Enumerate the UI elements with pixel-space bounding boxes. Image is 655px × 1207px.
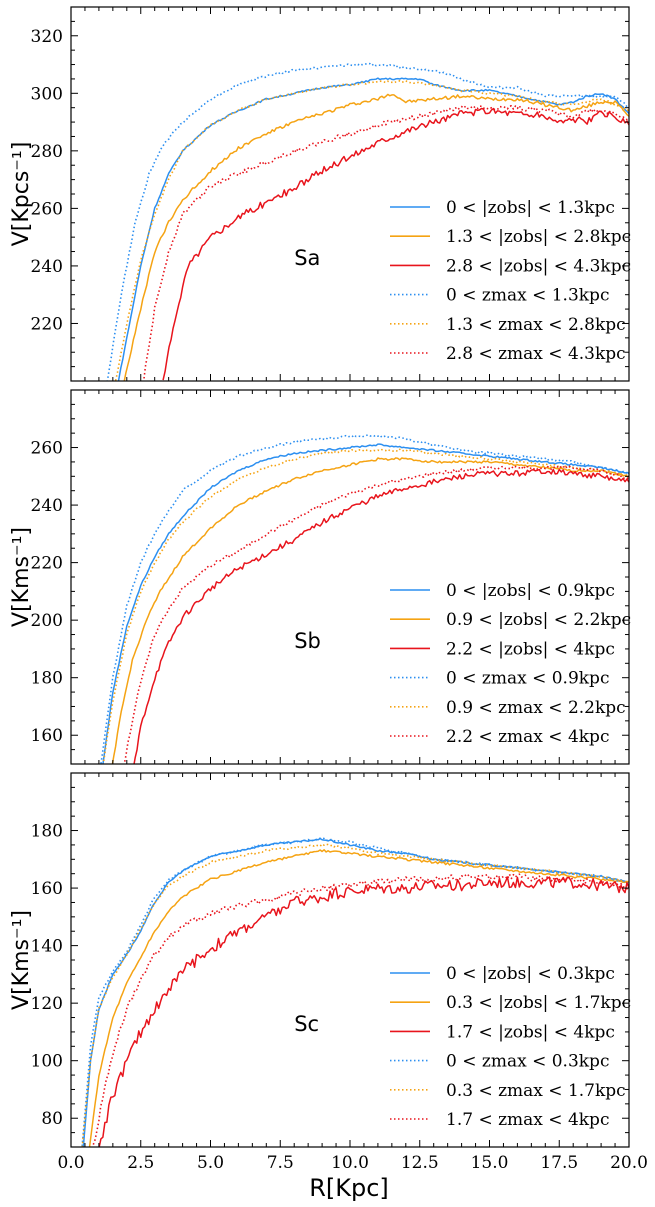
x-axis-label: R[Kpc] xyxy=(309,1174,389,1202)
panel-sb: 160 180 200 220 240 260 V[Kms⁻¹] Sb 0 < |zobs| <… xyxy=(9,389,631,765)
legend-label: 0.3 < |zobs| < 1.7kpc xyxy=(446,993,631,1013)
panels: 220 240 260 280 300 320 V[Kpcs⁻¹] Sa 0 < |zobs| … xyxy=(9,6,648,1173)
y-tick-label: 240 xyxy=(31,496,63,516)
y-tick-label: 120 xyxy=(31,994,63,1014)
y-tick-label: 160 xyxy=(31,879,63,899)
series-line-2 xyxy=(111,457,629,764)
series-line-4 xyxy=(106,62,629,381)
y-tick-label: 240 xyxy=(31,257,63,277)
series-line-6 xyxy=(142,104,629,381)
y-tick-label: 80 xyxy=(41,1109,63,1129)
legend-label: 0 < zmax < 0.3kpc xyxy=(446,1052,609,1072)
series-lines xyxy=(81,837,629,1147)
ticks xyxy=(70,772,630,1148)
x-tick-label: 20.0 xyxy=(610,1153,648,1173)
legend-label: 1.7 < zmax < 4kpc xyxy=(446,1110,609,1130)
series-line-5 xyxy=(81,843,629,1147)
legend-label: 0 < zmax < 0.9kpc xyxy=(446,669,609,689)
y-tick-label: 300 xyxy=(31,84,63,104)
y-tick-label: 160 xyxy=(31,726,63,746)
legend-label: 1.3 < |zobs| < 2.8kpc xyxy=(446,227,631,247)
y-tick-label: 280 xyxy=(31,142,63,162)
y-axis-label: V[Kms⁻¹] xyxy=(9,910,34,1010)
series-line-3 xyxy=(133,468,629,764)
legend-label: 0 < |zobs| < 0.9kpc xyxy=(446,581,615,601)
y-tick-label: 180 xyxy=(31,822,63,842)
series-line-6 xyxy=(123,465,629,764)
y-tick-label: 140 xyxy=(31,937,63,957)
y-axis-label: V[Kpcs⁻¹] xyxy=(9,142,34,247)
ticks xyxy=(70,6,630,382)
y-tick-label: 320 xyxy=(31,27,63,47)
legend: 0 < |zobs| < 0.3kpc 0.3 < |zobs| < 1.7kpc… xyxy=(390,964,631,1130)
y-tick-label: 220 xyxy=(31,314,63,334)
series-line-2 xyxy=(88,849,629,1147)
x-tick-label: 12.5 xyxy=(401,1153,439,1173)
x-tick-label: 2.5 xyxy=(127,1153,154,1173)
series-line-6 xyxy=(92,873,629,1145)
panel-label: Sb xyxy=(294,629,321,653)
legend-label: 1.7 < |zobs| < 4kpc xyxy=(446,1022,615,1042)
legend-label: 2.2 < zmax < 4kpc xyxy=(446,727,609,747)
legend-label: 0 < |zobs| < 1.3kpc xyxy=(446,198,615,218)
series-line-3 xyxy=(98,876,629,1147)
x-tick-label: 15.0 xyxy=(471,1153,509,1173)
series-lines xyxy=(100,434,629,764)
legend-label: 0.3 < zmax < 1.7kpc xyxy=(446,1081,626,1101)
legend-label: 2.8 < zmax < 4.3kpc xyxy=(446,344,626,364)
ticks xyxy=(70,389,630,765)
series-line-5 xyxy=(114,79,629,381)
y-tick-label: 180 xyxy=(31,669,63,689)
y-tick-label: 200 xyxy=(31,611,63,631)
y-tick-label: 100 xyxy=(31,1052,63,1072)
legend: 0 < |zobs| < 0.9kpc 0.9 < |zobs| < 2.2kpc… xyxy=(390,581,631,747)
legend-label: 2.2 < |zobs| < 4kpc xyxy=(446,639,615,659)
panel-sc: 80 100 120 140 160 180 0.0 2.5 5.0 7.5 10.0 12.5 15.… xyxy=(9,772,648,1173)
legend-label: 0 < zmax < 1.3kpc xyxy=(446,286,609,306)
legend-label: 1.3 < zmax < 2.8kpc xyxy=(446,315,626,335)
series-lines xyxy=(106,62,629,381)
panel-label: Sa xyxy=(294,246,320,270)
panel-sa: 220 240 260 280 300 320 V[Kpcs⁻¹] Sa 0 < |zobs| … xyxy=(9,6,631,382)
series-line-1 xyxy=(102,443,629,764)
series-line-1 xyxy=(117,77,629,381)
series-line-4 xyxy=(81,837,629,1147)
x-tick-label: 7.5 xyxy=(267,1153,294,1173)
legend: 0 < |zobs| < 1.3kpc 1.3 < |zobs| < 2.8kpc… xyxy=(390,198,631,364)
legend-label: 0.9 < |zobs| < 2.2kpc xyxy=(446,610,631,630)
legend-label: 0.9 < zmax < 2.2kpc xyxy=(446,698,626,718)
y-tick-label: 220 xyxy=(31,554,63,574)
series-line-3 xyxy=(162,107,629,381)
x-tick-label: 17.5 xyxy=(540,1153,578,1173)
y-axis-label: V[Kms⁻¹] xyxy=(9,527,34,627)
x-tick-label: 0.0 xyxy=(57,1153,84,1173)
series-line-2 xyxy=(123,93,629,381)
x-tick-label: 5.0 xyxy=(197,1153,224,1173)
legend-label: 0 < |zobs| < 0.3kpc xyxy=(446,964,615,984)
x-tick-label: 10.0 xyxy=(331,1153,369,1173)
y-tick-label: 260 xyxy=(31,199,63,219)
panel-label: Sc xyxy=(294,1012,319,1036)
y-tick-label: 260 xyxy=(31,439,63,459)
legend-label: 2.8 < |zobs| < 4.3kpc xyxy=(446,256,631,276)
